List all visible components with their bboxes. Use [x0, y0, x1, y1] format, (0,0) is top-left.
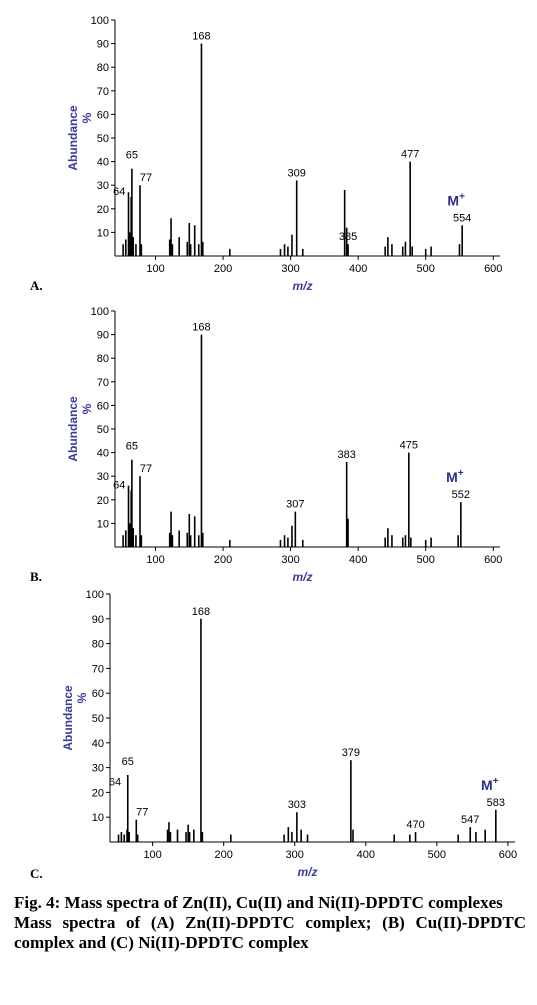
panel-a-peak-label: 477	[401, 149, 419, 161]
panel-a-y-tick-label: 70	[97, 86, 109, 98]
mass-spectra-chart: 10 20 30 40 50 60 70 80 90 100 100 200 300 400 500 600 A…	[30, 15, 517, 881]
panel-c-peak-label: 65	[122, 756, 134, 768]
panel-c-y-tick-label: 50	[92, 713, 104, 725]
panel-c-y-tick-label: 60	[92, 688, 104, 700]
panel-a-x-tick-label: 300	[281, 263, 299, 275]
panel-c-y-tick-label: 100	[86, 589, 104, 601]
panel-a-y-tick-label: 60	[97, 109, 109, 121]
panel-c-x-tick-label: 300	[286, 849, 304, 861]
figure-caption: Fig. 4: Mass spectra of Zn(II), Cu(II) a…	[14, 893, 526, 953]
panel-c-peak-label: 77	[136, 807, 148, 819]
panel-b-peak-label: 65	[126, 441, 138, 453]
panel-a-peak-label: 309	[288, 167, 306, 179]
panel-b-peak-label: 168	[192, 322, 210, 334]
panel-c-x-tick-label: 100	[143, 849, 161, 861]
panel-c-x-tick-label: 400	[357, 849, 375, 861]
panel-a-letter: A.	[30, 278, 43, 293]
panel-a-peak-label: 385	[339, 231, 357, 243]
panel-c-peak-label: 547	[461, 814, 479, 826]
panel-a-y-tick-label: 90	[97, 39, 109, 51]
panel-a-peak-label: 554	[453, 212, 471, 224]
panel-a-x-tick-label: 600	[484, 263, 502, 275]
panel-b-peak-label: 475	[400, 440, 418, 452]
panel-a-y-tick-label: 30	[97, 180, 109, 192]
panel-a-peak-label: 168	[192, 31, 210, 43]
panel-a-molecular-ion-label: M+	[447, 191, 465, 208]
panel-c-y-tick-label: 10	[92, 812, 104, 824]
panel-b-y-tick-label: 100	[91, 306, 109, 318]
panel-b-y-tick-label: 50	[97, 424, 109, 436]
panel-b-peak-label: 64	[113, 479, 125, 491]
panel-a-x-axis-label: m/z	[292, 279, 312, 293]
panel-c-peak-label: 583	[487, 797, 505, 809]
panel-b-x-axis-label: m/z	[292, 570, 312, 584]
panel-c-y-tick-label: 80	[92, 639, 104, 651]
panel-b-peak-label: 552	[452, 489, 470, 501]
panel-b-peak-label: 77	[140, 463, 152, 475]
panel-c-y-tick-label: 30	[92, 763, 104, 775]
panel-c-y-tick-label: 90	[92, 614, 104, 626]
panel-b-x-tick-label: 500	[417, 554, 435, 566]
panel-c-peak-label: 379	[342, 747, 360, 759]
panel-b-y-axis-unit: %	[80, 403, 94, 414]
panel-b-y-tick-label: 20	[97, 495, 109, 507]
panel-c-y-axis-unit: %	[75, 692, 89, 703]
panel-a-x-tick-label: 200	[214, 263, 232, 275]
panel-a-y-tick-label: 50	[97, 133, 109, 145]
panel-a-y-tick-label: 20	[97, 204, 109, 216]
panel-b-y-tick-label: 90	[97, 330, 109, 342]
panel-c-peak-label: 303	[288, 799, 306, 811]
panel-b-x-tick-label: 400	[349, 554, 367, 566]
panel-a-x-tick-label: 500	[417, 263, 435, 275]
panel-c-x-tick-label: 500	[428, 849, 446, 861]
panel-b-y-tick-label: 70	[97, 377, 109, 389]
panel-b-x-tick-label: 600	[484, 554, 502, 566]
panel-b-peak-label: 307	[286, 499, 304, 511]
panel-c-molecular-ion-label: M+	[481, 776, 499, 793]
panel-a-x-tick-label: 100	[146, 263, 164, 275]
panel-c-y-axis-label: Abundance	[61, 685, 75, 751]
panel-c-x-tick-label: 200	[215, 849, 233, 861]
panel-a-y-tick-label: 80	[97, 62, 109, 74]
panel-b-y-tick-label: 60	[97, 400, 109, 412]
panel-c-letter: C.	[30, 866, 43, 881]
panel-b-peak-label: 383	[337, 449, 355, 461]
panel-b-letter: B.	[30, 569, 42, 584]
panel-c-peak-label: 168	[192, 606, 210, 618]
panel-a-y-tick-label: 40	[97, 157, 109, 169]
caption-title: Fig. 4: Mass spectra of Zn(II), Cu(II) a…	[14, 893, 503, 912]
panel-b-molecular-ion-label: M+	[446, 468, 464, 485]
panel-b-y-axis-label: Abundance	[66, 396, 80, 462]
panel-b-y-tick-label: 80	[97, 353, 109, 365]
panel-a-peak-label: 77	[140, 172, 152, 184]
panel-a-y-tick-label: 10	[97, 227, 109, 239]
panel-b-x-tick-label: 300	[281, 554, 299, 566]
panel-c-peak-label: 470	[406, 819, 424, 831]
panel-a-y-axis-label: Abundance	[66, 105, 80, 171]
panel-c-y-tick-label: 40	[92, 738, 104, 750]
panel-b-x-tick-label: 200	[214, 554, 232, 566]
panel-c-x-tick-label: 600	[499, 849, 517, 861]
panel-a-x-tick-label: 400	[349, 263, 367, 275]
panel-c-peak-label: 64	[109, 776, 121, 788]
panel-b-y-tick-label: 40	[97, 448, 109, 460]
panel-b-x-tick-label: 100	[146, 554, 164, 566]
panel-a-y-tick-label: 100	[91, 15, 109, 27]
panel-b-y-tick-label: 30	[97, 471, 109, 483]
panel-c-y-tick-label: 20	[92, 787, 104, 799]
panel-a-peak-label: 65	[126, 150, 138, 162]
caption-subtitle: Mass spectra of (A) Zn(II)-DPDTC complex…	[14, 913, 526, 952]
panel-c-x-axis-label: m/z	[297, 865, 317, 879]
panel-b-y-tick-label: 10	[97, 518, 109, 530]
panel-a-y-axis-unit: %	[80, 112, 94, 123]
panel-c-y-tick-label: 70	[92, 663, 104, 675]
panel-a-peak-label: 64	[113, 186, 125, 198]
